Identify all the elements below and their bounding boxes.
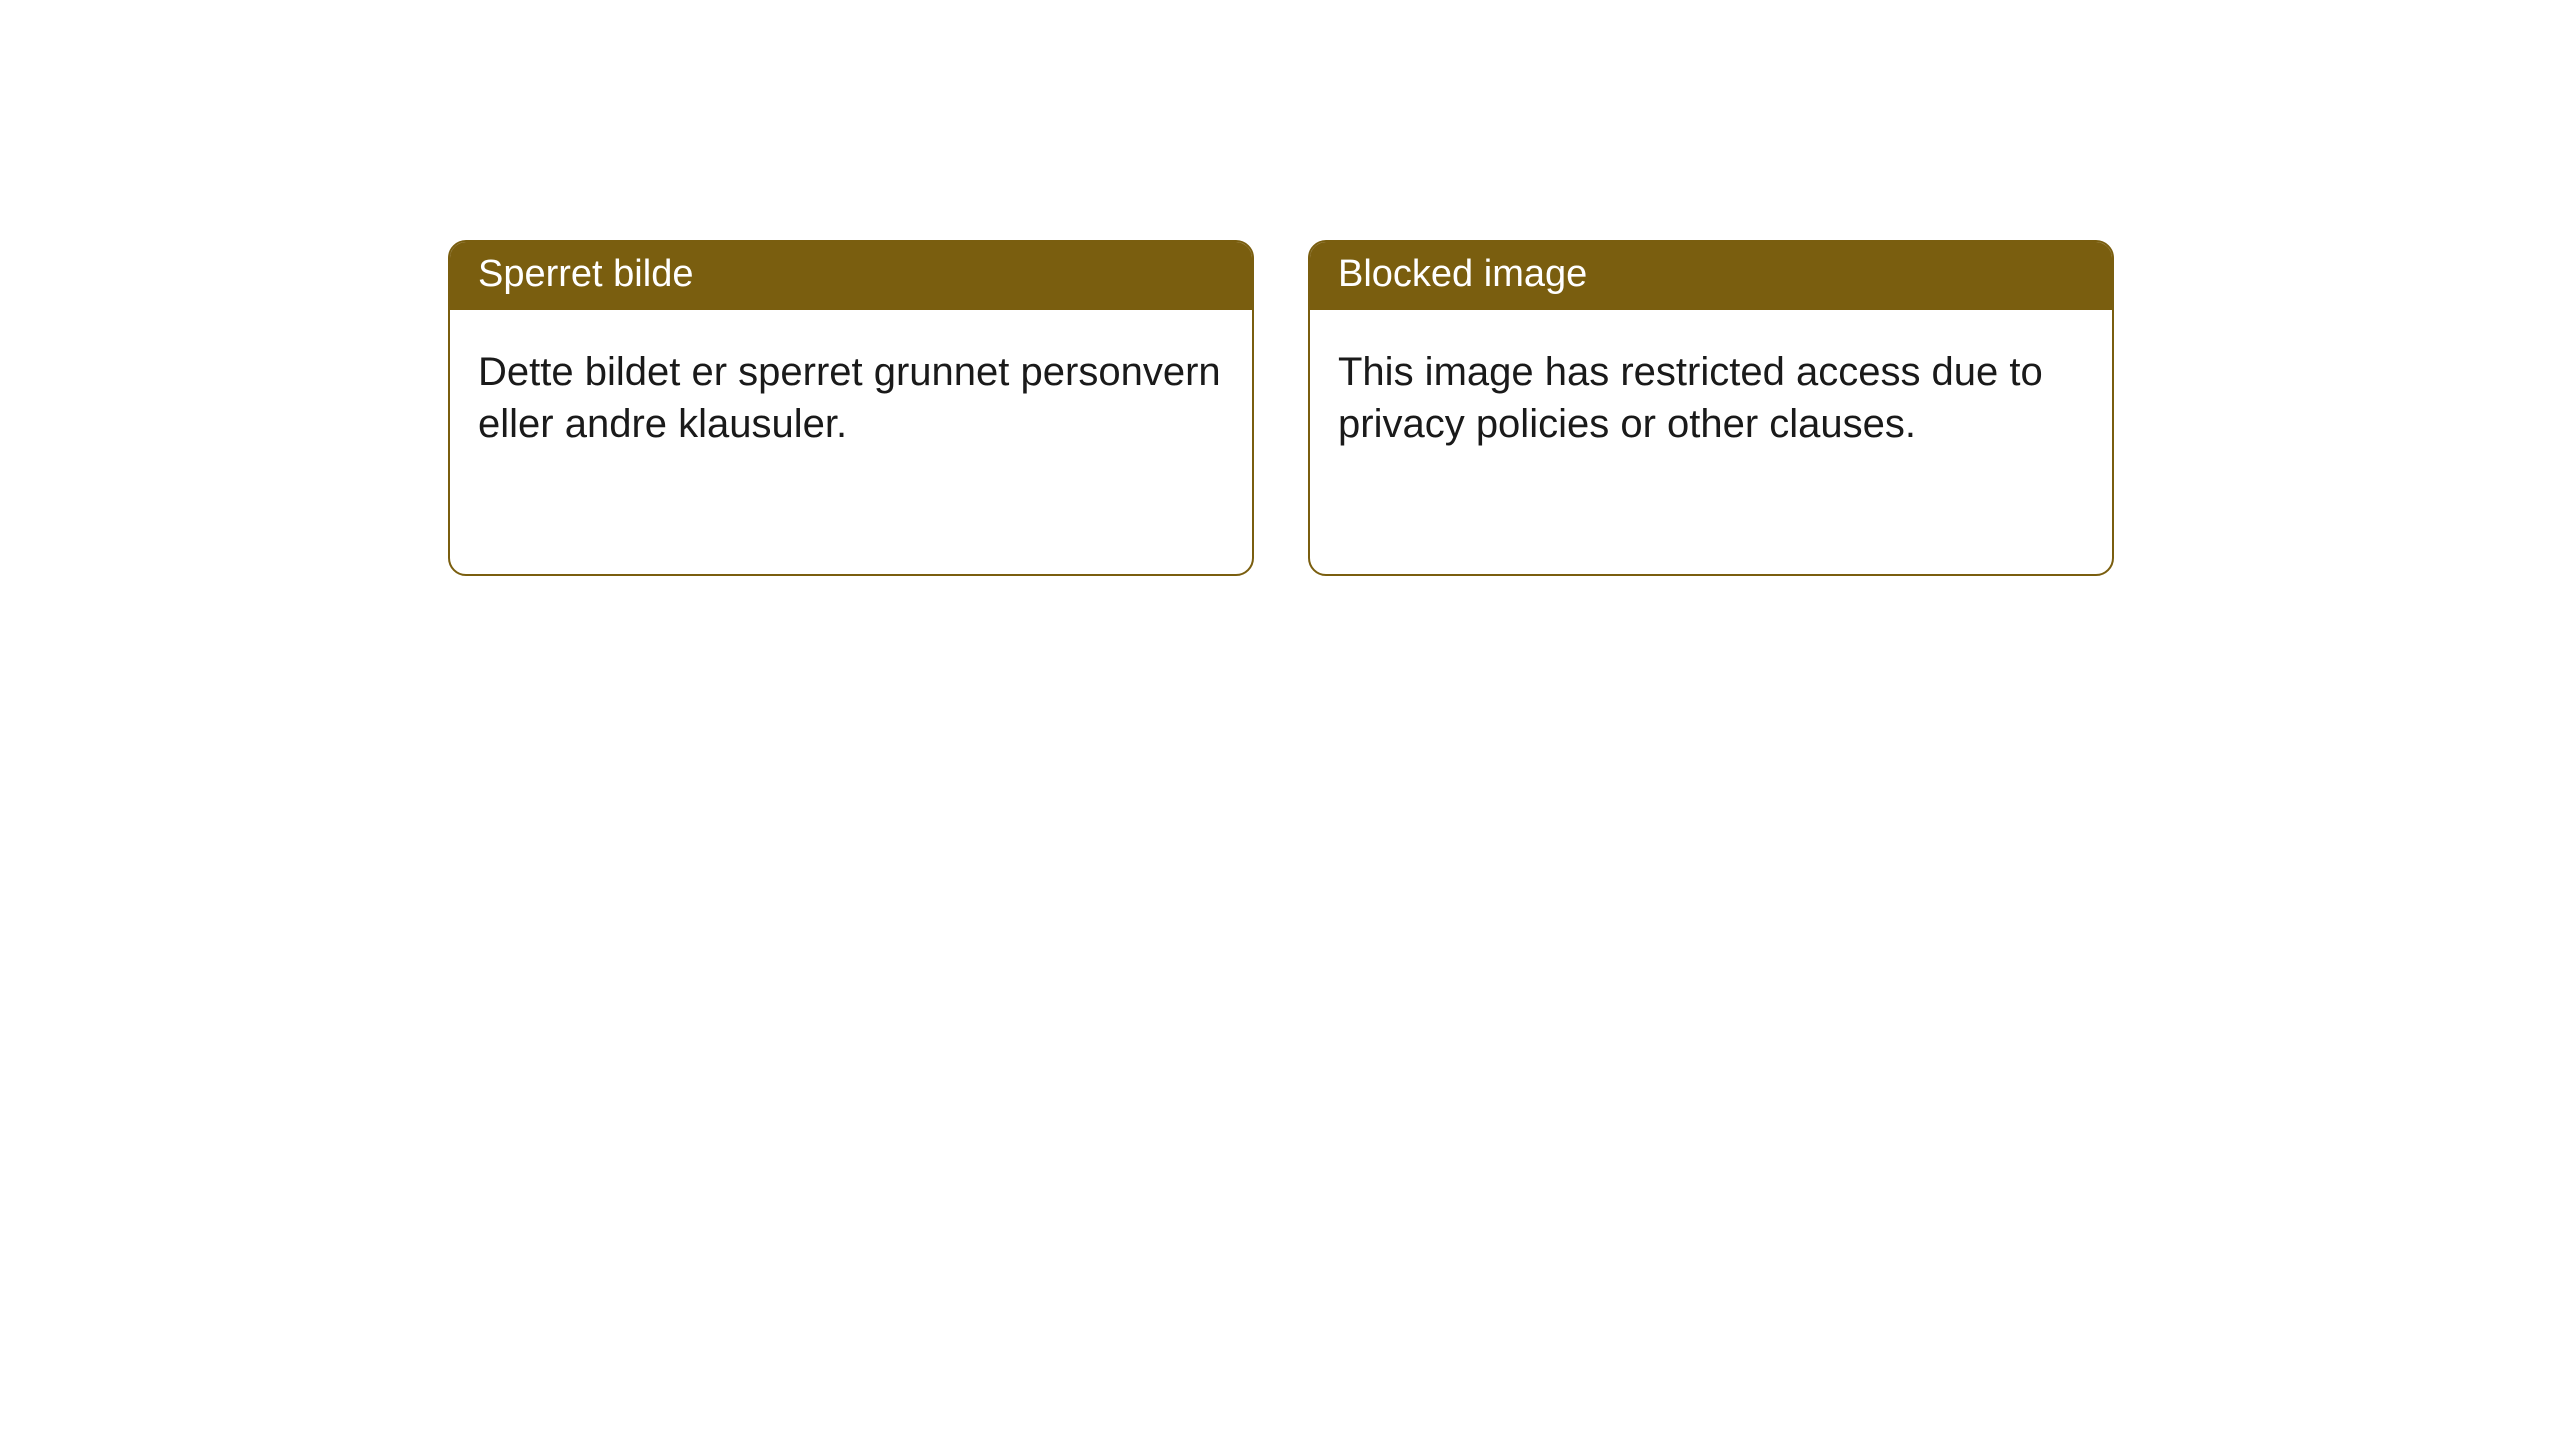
card-body-text: This image has restricted access due to …: [1338, 350, 2043, 446]
notice-card-english: Blocked image This image has restricted …: [1308, 240, 2114, 576]
notice-card-norwegian: Sperret bilde Dette bildet er sperret gr…: [448, 240, 1254, 576]
card-header: Sperret bilde: [450, 242, 1252, 310]
notice-container: Sperret bilde Dette bildet er sperret gr…: [0, 0, 2560, 576]
card-title: Blocked image: [1338, 253, 1587, 295]
card-header: Blocked image: [1310, 242, 2112, 310]
card-body-text: Dette bildet er sperret grunnet personve…: [478, 350, 1221, 446]
card-body: Dette bildet er sperret grunnet personve…: [450, 310, 1252, 487]
card-body: This image has restricted access due to …: [1310, 310, 2112, 487]
card-title: Sperret bilde: [478, 253, 693, 295]
